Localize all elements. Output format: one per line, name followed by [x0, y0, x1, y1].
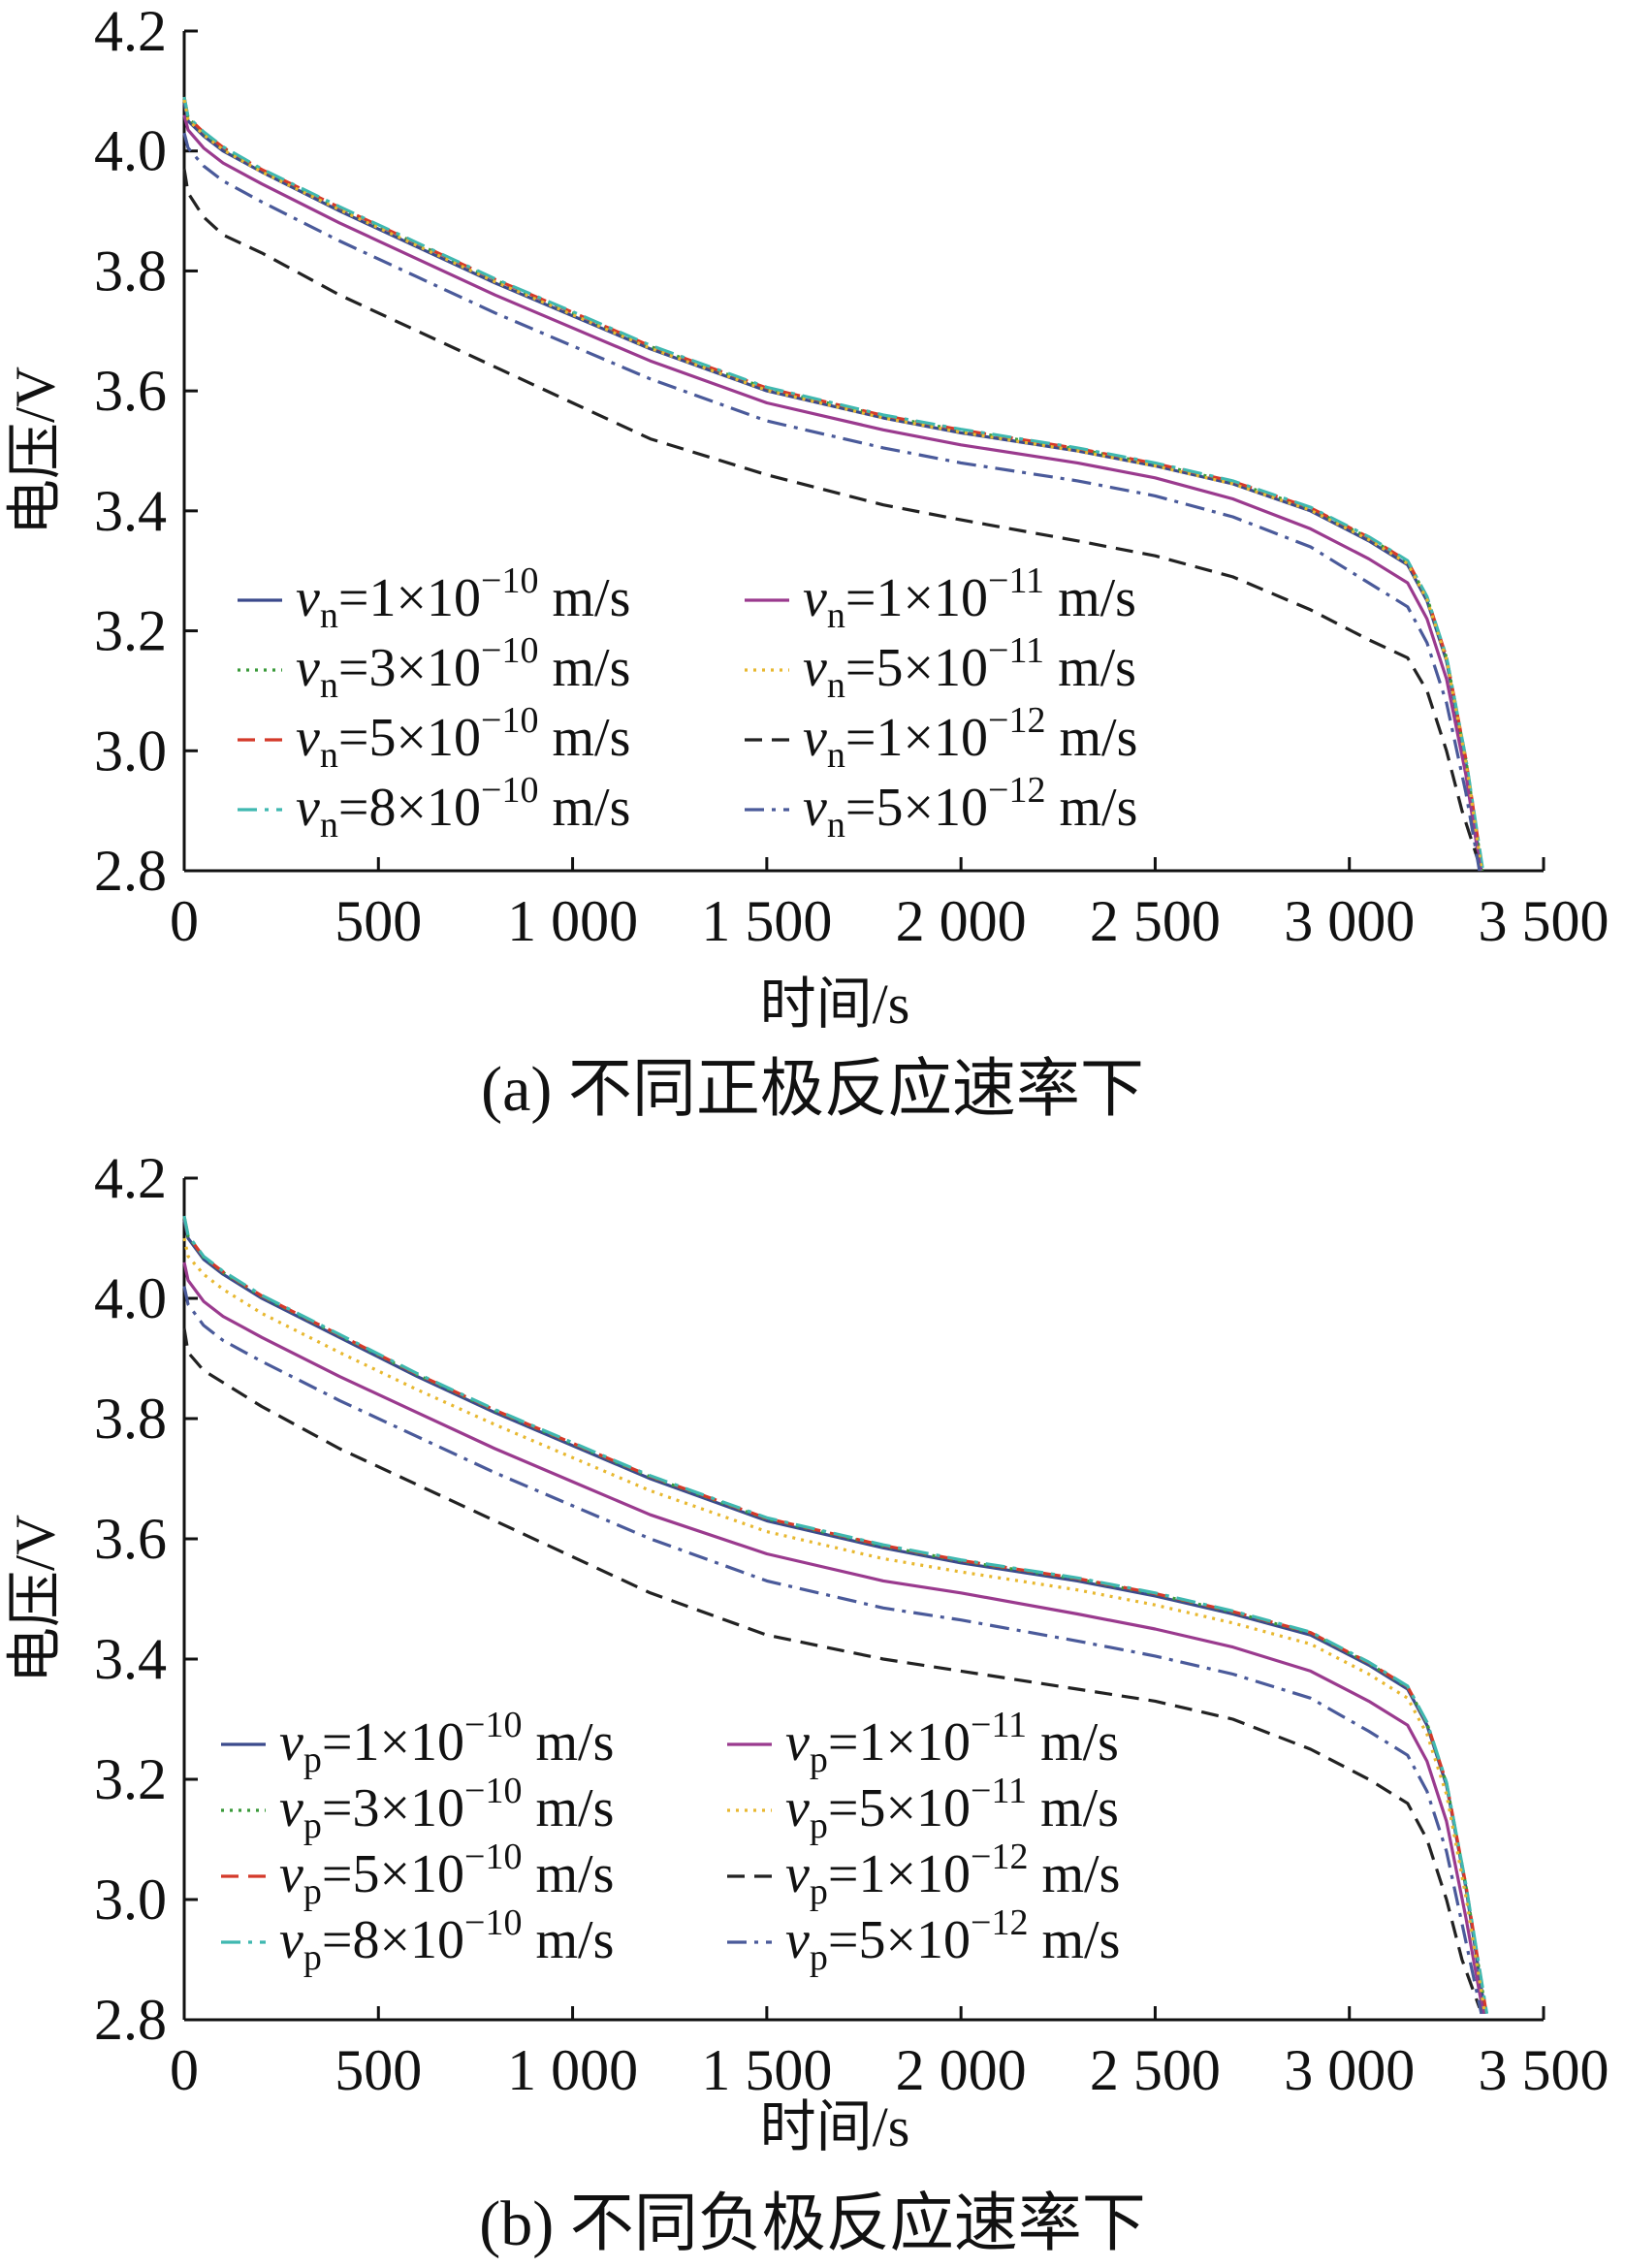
x-tick-label: 3 000 [1284, 2038, 1415, 2102]
x-tick-label: 3 000 [1284, 889, 1415, 953]
x-tick-label: 2 500 [1090, 889, 1221, 953]
x-tick-label: 0 [170, 2038, 199, 2102]
y-tick-label: 3.6 [94, 1507, 167, 1571]
y-tick-label: 3.8 [94, 1387, 167, 1451]
x-tick-label: 2 000 [896, 2038, 1027, 2102]
legend-entry-6: vn=5×10−11 m/s [803, 630, 1136, 706]
y-tick-label: 3.4 [94, 1627, 167, 1691]
x-tick-label: 1 000 [507, 889, 638, 953]
legend-entry-4: vn=8×10−10 m/s [296, 770, 630, 846]
series-line-5 [182, 1262, 1485, 2015]
series-line-4 [182, 1215, 1489, 2015]
series-line-8 [182, 1286, 1483, 2015]
x-axis-title: 时间/s [760, 973, 910, 1036]
y-tick-label: 2.8 [94, 1988, 167, 2052]
figure-caption: (b) 不同负极反应速率下 [479, 2188, 1145, 2259]
x-tick-label: 1 500 [701, 2038, 832, 2102]
y-tick-label: 3.8 [94, 239, 167, 303]
series-line-6 [182, 99, 1483, 872]
y-tick-label: 3.0 [94, 1868, 167, 1932]
y-tick-label: 2.8 [94, 839, 167, 903]
legend: vn=1×10−10 m/svn=3×10−10 m/svn=5×10−10 m… [238, 560, 1137, 846]
figure-caption: (a) 不同正极反应速率下 [481, 1054, 1144, 1125]
series-line-8 [182, 132, 1482, 872]
y-tick-label: 3.2 [94, 599, 167, 663]
legend: vp=1×10−10 m/svp=3×10−10 m/svp=5×10−10 m… [221, 1705, 1120, 1978]
series-line-4 [182, 96, 1485, 872]
legend-entry-5: vn=1×10−11 m/s [803, 560, 1136, 636]
x-tick-label: 500 [335, 2038, 422, 2102]
series-line-7 [182, 169, 1480, 860]
legend-entry-1: vn=1×10−10 m/s [296, 560, 630, 636]
legend-entry-5: vp=1×10−11 m/s [785, 1705, 1119, 1780]
y-tick-label: 3.6 [94, 359, 167, 423]
chart-panel-a: 2.8 3.0 3.2 3.4 3.6 3.8 4.0 4.2 0 500 1 000 1 500 2 … [3, 0, 1609, 1125]
y-tick-label: 4.2 [94, 1146, 167, 1210]
x-tick-label: 1 000 [507, 2038, 638, 2102]
series-line-1 [182, 1220, 1487, 2015]
x-axis-title: 时间/s [760, 2095, 910, 2158]
series-line-7 [182, 1327, 1482, 2009]
x-tick-label: 3 500 [1479, 2038, 1609, 2102]
legend-entry-1: vp=1×10−10 m/s [279, 1705, 614, 1780]
x-tick-label: 3 500 [1479, 889, 1609, 953]
legend-entry-2: vp=3×10−10 m/s [279, 1771, 614, 1846]
x-tick-label: 1 500 [701, 889, 832, 953]
legend-entry-2: vn=3×10−10 m/s [296, 630, 630, 706]
y-tick-label: 4.0 [94, 119, 167, 183]
y-axis-title: 电压/V [3, 367, 66, 535]
x-tick-label: 0 [170, 889, 199, 953]
y-tick-label: 3.2 [94, 1747, 167, 1811]
legend-entry-8: vn=5×10−12 m/s [803, 770, 1137, 846]
y-tick-label: 4.2 [94, 0, 167, 63]
chart-panel-b: 2.8 3.0 3.2 3.4 3.6 3.8 4.0 4.2 0 500 1 000 1 500 2 … [3, 1146, 1609, 2259]
legend-entry-4: vp=8×10−10 m/s [279, 1902, 614, 1978]
series-line-5 [182, 114, 1482, 872]
legend-entry-7: vn=1×10−12 m/s [803, 700, 1137, 776]
x-tick-label: 2 500 [1090, 2038, 1221, 2102]
x-tick-label: 2 000 [896, 889, 1027, 953]
y-axis-title: 电压/V [3, 1515, 66, 1683]
x-tick-label: 500 [335, 889, 422, 953]
y-tick-label: 3.4 [94, 479, 167, 543]
legend-entry-3: vp=5×10−10 m/s [279, 1837, 614, 1912]
legend-entry-7: vp=1×10−12 m/s [785, 1837, 1120, 1912]
y-tick-label: 3.0 [94, 719, 167, 783]
legend-entry-3: vn=5×10−10 m/s [296, 700, 630, 776]
y-tick-label: 4.0 [94, 1266, 167, 1330]
series-line-6 [182, 1237, 1487, 2015]
legend-entry-6: vp=5×10−11 m/s [785, 1771, 1119, 1846]
legend-entry-8: vp=5×10−12 m/s [785, 1902, 1120, 1978]
